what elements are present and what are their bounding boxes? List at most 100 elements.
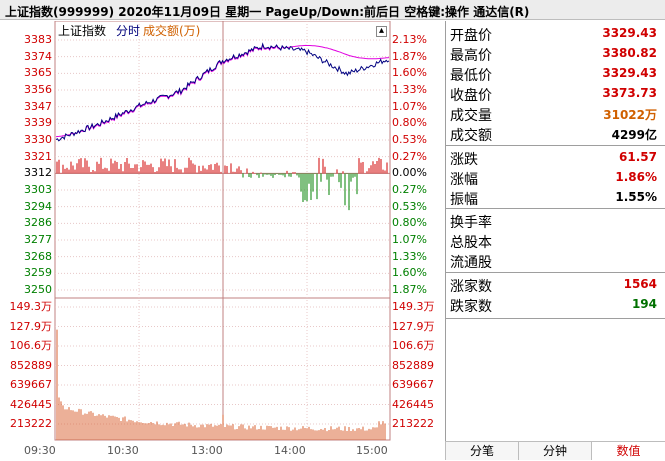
volume-tick-label: 852889 xyxy=(392,358,434,372)
volume-tick-label: 426445 xyxy=(392,397,434,411)
percent-tick-label: 0.53% xyxy=(392,133,427,146)
price-tick-label: 3294 xyxy=(24,199,52,213)
price-tick-label: 3356 xyxy=(24,83,52,96)
price-tick-label: 3312 xyxy=(24,166,52,180)
percent-tick-label: 1.87% xyxy=(392,283,427,296)
info-value: 61.57 xyxy=(619,150,657,164)
time-tick-label: 14:00 xyxy=(274,444,306,457)
info-label: 流通股 xyxy=(450,255,492,271)
price-tick-label: 3250 xyxy=(24,283,52,296)
price-tick-label: 3374 xyxy=(24,49,52,63)
info-row: 涨家数 1564 xyxy=(450,276,657,296)
info-value: 194 xyxy=(631,297,657,311)
price-tick-label: 3268 xyxy=(24,249,52,263)
volume-tick-label: 106.6万 xyxy=(9,339,53,352)
percent-tick-label: 1.07% xyxy=(392,99,427,113)
price-tick-label: 3259 xyxy=(24,266,52,280)
info-label: 最高价 xyxy=(450,48,492,64)
tab-values[interactable]: 数值 xyxy=(591,441,665,460)
volume-tick-label: 106.6万 xyxy=(392,339,435,352)
price-tick-label: 3347 xyxy=(24,99,52,113)
percent-tick-label: 0.27% xyxy=(392,149,427,163)
info-label: 开盘价 xyxy=(450,28,492,44)
price-tick-label: 3330 xyxy=(24,133,52,146)
info-row: 最低价 3329.43 xyxy=(450,65,657,85)
info-label: 涨幅 xyxy=(450,172,478,188)
window-title: 上证指数(999999) 2020年11月09日 星期一 PageUp/Down… xyxy=(5,5,530,19)
index-name-label: 上证指数 xyxy=(58,24,107,38)
volume-tick-label: 149.3万 xyxy=(392,300,435,313)
time-tick-label: 09:30 xyxy=(24,444,56,457)
tab-ticks[interactable]: 分笔 xyxy=(445,441,518,460)
price-tick-label: 3365 xyxy=(24,66,52,80)
info-value: 4299亿 xyxy=(611,128,657,142)
info-label: 涨跌 xyxy=(450,152,478,168)
price-tick-label: 3303 xyxy=(24,183,52,196)
percent-tick-label: 0.80% xyxy=(392,116,427,130)
percent-tick-label: 0.00% xyxy=(392,166,427,180)
volume-tick-label: 639667 xyxy=(10,378,52,391)
turnover-label: 成交额(万) xyxy=(143,24,201,38)
time-tick-label: 10:30 xyxy=(107,444,139,457)
info-label: 总股本 xyxy=(450,235,492,251)
info-row: 成交量 31022万 xyxy=(450,105,657,125)
info-separator xyxy=(446,208,665,209)
percent-tick-label: 1.33% xyxy=(392,249,427,263)
quote-info-panel: 开盘价 3329.43 最高价 3380.82 最低价 3329.43 收盘价 3373.73… xyxy=(445,21,665,441)
info-row: 总股本 xyxy=(450,232,657,252)
info-label: 成交额 xyxy=(450,128,492,144)
percent-tick-label: 1.87% xyxy=(392,49,427,63)
info-label: 振幅 xyxy=(450,192,478,208)
title-bar: 上证指数(999999) 2020年11月09日 星期一 PageUp/Down… xyxy=(0,0,665,20)
info-separator xyxy=(446,145,665,146)
info-label: 最低价 xyxy=(450,68,492,84)
volume-tick-label: 426445 xyxy=(10,397,52,411)
time-sharing-label[interactable]: 分时 xyxy=(116,24,141,38)
info-value: 1564 xyxy=(623,277,657,291)
info-separator xyxy=(446,272,665,273)
info-row: 开盘价 3329.43 xyxy=(450,25,657,45)
volume-tick-label: 213222 xyxy=(10,417,52,430)
percent-tick-label: 0.53% xyxy=(392,199,427,213)
info-label: 成交量 xyxy=(450,108,492,124)
info-separator xyxy=(446,318,665,319)
volume-tick-label: 149.3万 xyxy=(9,300,53,313)
info-row: 流通股 xyxy=(450,252,657,272)
info-label: 跌家数 xyxy=(450,299,492,315)
price-tick-label: 3339 xyxy=(24,116,52,130)
info-value: 3329.43 xyxy=(602,26,657,40)
info-label: 收盘价 xyxy=(450,88,492,104)
info-label: 换手率 xyxy=(450,215,492,231)
percent-tick-label: 1.07% xyxy=(392,233,427,246)
info-value: 3380.82 xyxy=(602,46,657,60)
tab-minute[interactable]: 分钟 xyxy=(518,441,591,460)
info-row: 收盘价 3373.73 xyxy=(450,85,657,105)
volume-tick-label: 639667 xyxy=(392,378,434,391)
chart-scroll-button[interactable]: ▴ xyxy=(376,26,387,37)
time-tick-label: 15:00 xyxy=(356,444,388,457)
percent-tick-label: 1.60% xyxy=(392,66,427,80)
index-price-line xyxy=(55,42,390,142)
percent-tick-label: 2.13% xyxy=(392,33,427,46)
info-value: 3329.43 xyxy=(602,66,657,80)
price-tick-label: 3383 xyxy=(24,33,52,46)
info-value: 1.55% xyxy=(615,190,657,204)
info-label: 涨家数 xyxy=(450,279,492,295)
info-row: 换手率 xyxy=(450,212,657,232)
info-row: 振幅 1.55% xyxy=(450,189,657,209)
price-tick-label: 3321 xyxy=(24,149,52,163)
volume-tick-label: 127.9万 xyxy=(9,319,53,333)
info-row: 成交额 4299亿 xyxy=(450,125,657,145)
info-value: 31022万 xyxy=(603,108,657,122)
price-tick-label: 3286 xyxy=(24,216,52,230)
info-row: 跌家数 194 xyxy=(450,296,657,316)
volume-tick-label: 852889 xyxy=(10,358,52,372)
info-value: 1.86% xyxy=(615,170,657,184)
volume-tick-label: 127.9万 xyxy=(392,319,435,333)
percent-tick-label: 1.60% xyxy=(392,266,427,280)
time-tick-label: 13:00 xyxy=(191,444,223,457)
intraday-chart[interactable] xyxy=(0,21,444,460)
intraday-chart-panel[interactable]: 上证指数 分时 成交额(万) ▴ 3383 2.13% 3374 1.87% 3365 1… xyxy=(0,21,444,460)
info-row: 涨幅 1.86% xyxy=(450,169,657,189)
volume-tick-label: 213222 xyxy=(392,417,434,430)
